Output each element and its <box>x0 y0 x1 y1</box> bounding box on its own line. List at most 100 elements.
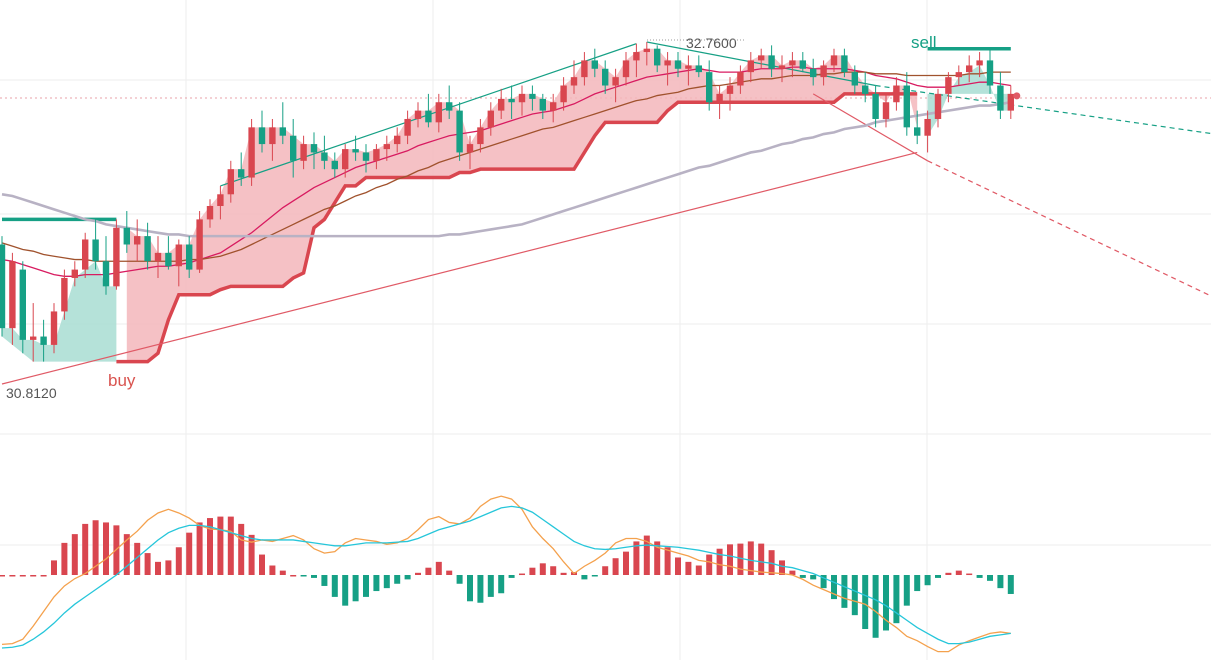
macd-histogram-bar <box>841 575 848 608</box>
candlestick <box>373 144 380 170</box>
macd-histogram-bar <box>789 570 796 575</box>
candle-body <box>789 60 796 66</box>
candle-body <box>290 135 297 161</box>
macd-histogram-bar <box>987 575 993 581</box>
candlestick <box>924 110 931 153</box>
candlestick <box>737 65 744 94</box>
macd-histogram-bar <box>851 575 858 616</box>
candlestick <box>945 72 952 103</box>
candle-body <box>747 60 754 73</box>
macd-histogram-bar <box>924 575 931 586</box>
candle-body <box>425 110 432 123</box>
candlestick <box>695 55 702 78</box>
macd-histogram-bar <box>467 575 473 602</box>
candlestick <box>113 219 120 290</box>
candlestick <box>602 60 609 94</box>
candle-body <box>40 336 47 345</box>
candle-body <box>986 60 994 86</box>
candle-body <box>102 261 110 287</box>
candle-body <box>966 65 973 73</box>
candlestick <box>102 236 110 295</box>
candlestick <box>258 110 266 153</box>
candle-body <box>591 60 598 69</box>
candle-body <box>882 102 890 119</box>
macd-histogram-bar <box>186 532 193 575</box>
macd-histogram-bar <box>997 575 1004 589</box>
macd-histogram-bar <box>955 570 962 575</box>
macd-histogram-bar <box>383 575 390 589</box>
breakdown-line <box>812 93 928 162</box>
macd-histogram-bar <box>519 573 525 576</box>
macd-histogram-bar <box>196 522 203 575</box>
candle-body <box>643 48 650 53</box>
uptrend-support-line <box>1 151 918 385</box>
macd-histogram-bar <box>758 543 765 575</box>
candlestick <box>9 252 16 345</box>
macd-histogram-bar <box>550 566 557 575</box>
macd-histogram-bar <box>539 563 546 575</box>
candlestick <box>425 93 432 128</box>
candlestick <box>477 118 484 153</box>
candlestick <box>830 48 838 73</box>
macd-histogram-bar <box>134 542 141 575</box>
candle-body <box>654 48 661 66</box>
candlestick <box>518 85 526 116</box>
macd-histogram-bar <box>768 550 775 575</box>
moving-average-line <box>1 100 1012 238</box>
green-signal-zone <box>2 261 117 362</box>
candle-body <box>758 55 765 61</box>
macd-histogram-bar <box>675 557 681 575</box>
candlestick <box>50 303 58 354</box>
high-price-label: 32.7600 <box>686 35 737 51</box>
candle-body <box>862 85 869 94</box>
macd-histogram-bar <box>9 575 16 577</box>
candlestick <box>352 135 359 161</box>
candle-body <box>799 60 806 69</box>
candle-body <box>154 252 162 262</box>
candlestick <box>882 93 890 128</box>
candle-body <box>82 239 89 270</box>
candle-body <box>310 144 318 153</box>
candle-body <box>622 60 630 78</box>
macd-histogram-bar <box>123 534 130 575</box>
macd-histogram-bar <box>238 523 245 575</box>
candlestick <box>643 42 650 66</box>
candlestick <box>820 60 827 86</box>
macd-histogram-bar <box>935 575 941 578</box>
macd-histogram-bar <box>435 561 442 575</box>
candlestick <box>321 135 328 170</box>
candlestick <box>550 93 557 123</box>
macd-histogram-bar <box>19 575 26 577</box>
candle-body <box>820 65 827 78</box>
candle-body <box>165 252 172 267</box>
candlestick <box>61 269 68 320</box>
candle-body <box>737 72 744 86</box>
candle-body <box>518 93 526 103</box>
candle-body <box>841 55 848 73</box>
candle-body <box>30 336 37 340</box>
macd-histogram-bar <box>602 566 609 575</box>
candlestick <box>976 52 983 78</box>
macd-signal-line <box>1 495 1011 653</box>
signal-zones <box>2 46 1011 364</box>
macd-histogram-bar <box>893 575 900 624</box>
candlestick <box>19 261 26 354</box>
macd-histogram-bar <box>71 534 78 575</box>
candle-body <box>976 60 983 66</box>
candlestick <box>1007 85 1014 119</box>
candle-body <box>685 65 692 69</box>
candlestick <box>747 52 754 83</box>
macd-histogram-bar <box>581 575 588 580</box>
macd-histogram-bar <box>966 573 973 576</box>
candle-body <box>664 60 671 66</box>
candlestick <box>997 72 1004 119</box>
macd-histogram-bar <box>727 544 733 575</box>
candle-body <box>321 152 328 161</box>
candle-body <box>238 169 245 178</box>
candle-body <box>851 72 858 86</box>
candlestick <box>789 52 796 78</box>
candle-body <box>342 149 349 170</box>
macd-histogram-bar <box>810 575 817 580</box>
macd-histogram-bar <box>560 572 567 575</box>
